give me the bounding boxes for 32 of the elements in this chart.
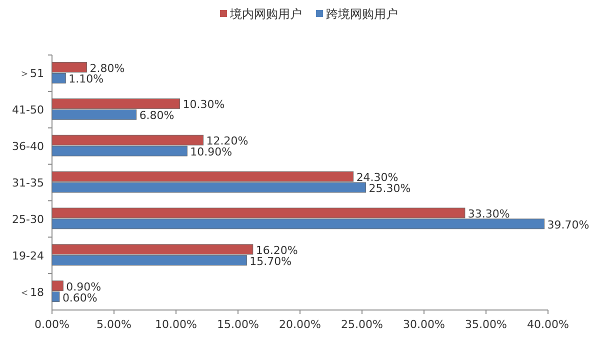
x-tick-label: 30.00% bbox=[403, 318, 445, 331]
data-label: 12.20% bbox=[206, 134, 248, 148]
data-label: 0.90% bbox=[66, 280, 102, 294]
y-tick-label: 31-35 bbox=[12, 176, 44, 190]
y-tick-label: 36-40 bbox=[12, 140, 44, 154]
legend-label: 境内网购用户 bbox=[229, 7, 302, 21]
x-tick-label: 10.00% bbox=[155, 318, 197, 331]
legend-label: 跨境网购用户 bbox=[326, 7, 398, 21]
y-tick-label: 19-24 bbox=[12, 249, 44, 262]
x-tick-label: 0.00% bbox=[34, 318, 70, 331]
data-label: 16.20% bbox=[256, 244, 298, 257]
data-label: 39.70% bbox=[547, 218, 590, 232]
data-label: 10.90% bbox=[190, 146, 232, 159]
y-tick-label: 41-50 bbox=[12, 104, 44, 117]
data-label: 25.30% bbox=[368, 182, 411, 195]
x-tick-label: 35.00% bbox=[465, 318, 507, 331]
x-tick-label: 40.00% bbox=[527, 318, 569, 331]
x-tick-label: 5.00% bbox=[96, 318, 132, 331]
y-tick-label: 25-30 bbox=[12, 212, 44, 226]
data-label: 6.80% bbox=[139, 109, 174, 122]
data-label: 15.70% bbox=[250, 254, 292, 268]
data-label: 10.30% bbox=[182, 98, 225, 112]
data-label: 2.80% bbox=[90, 62, 125, 75]
x-tick-label: 25.00% bbox=[341, 318, 383, 331]
data-label: 0.60% bbox=[62, 291, 98, 304]
data-label: 24.30% bbox=[356, 171, 398, 184]
data-label: 33.30% bbox=[468, 207, 510, 220]
y-tick-label: ＜18 bbox=[19, 286, 44, 299]
x-tick-label: 20.00% bbox=[279, 318, 321, 331]
data-label: 1.10% bbox=[68, 72, 104, 86]
y-tick-label: ＞51 bbox=[19, 67, 44, 80]
x-tick-label: 15.00% bbox=[217, 318, 259, 331]
